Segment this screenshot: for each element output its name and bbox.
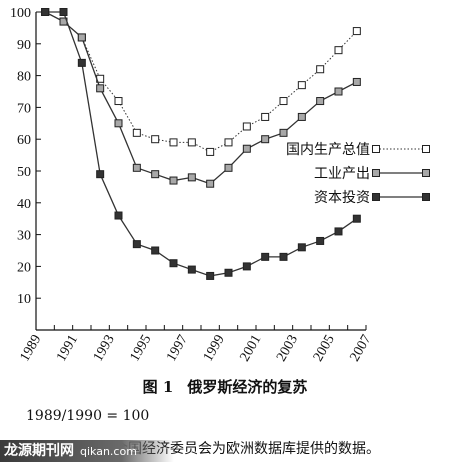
watermark-url: qikan.com [80, 445, 137, 458]
y-tick-label: 60 [17, 133, 31, 148]
data-point [261, 112, 270, 121]
data-point [77, 33, 86, 42]
data-point [224, 268, 233, 277]
data-point [279, 252, 288, 261]
data-point [187, 265, 196, 274]
data-point [316, 97, 325, 106]
legend-marker [372, 193, 380, 201]
x-tick-label: 1997 [164, 333, 191, 365]
data-point [261, 135, 270, 144]
index-note: 1989/1990 = 100 [26, 408, 150, 424]
data-point [96, 170, 105, 179]
data-point [59, 8, 68, 16]
data-point [242, 122, 251, 131]
data-point [334, 87, 343, 96]
data-point [352, 214, 361, 223]
y-tick-label: 70 [17, 101, 31, 116]
data-point [261, 252, 270, 261]
data-point [187, 173, 196, 182]
data-point [316, 65, 325, 74]
legend-label: 工业产出 [314, 166, 370, 182]
data-point [297, 81, 306, 90]
data-point [151, 246, 160, 255]
legend-marker [372, 169, 380, 177]
data-point [352, 77, 361, 86]
y-tick-label: 100 [10, 6, 31, 21]
data-point [132, 240, 141, 249]
figure-number: 图 1 [142, 378, 174, 396]
data-point [206, 179, 215, 188]
data-point [132, 163, 141, 172]
y-tick-label: 40 [17, 197, 31, 212]
legend-label: 资本投资 [314, 190, 370, 206]
data-point [224, 138, 233, 147]
data-point [352, 27, 361, 36]
series-line-1 [44, 11, 358, 153]
data-point [151, 170, 160, 179]
data-point [77, 58, 86, 67]
y-tick-label: 20 [17, 260, 31, 275]
x-tick-label: 2001 [237, 333, 264, 365]
y-tick-label: 10 [17, 292, 31, 307]
legend-marker [422, 145, 430, 153]
x-tick-label: 2005 [311, 333, 338, 365]
data-point [297, 112, 306, 121]
data-point [169, 138, 178, 147]
x-tick-label: 2003 [274, 333, 301, 365]
legend-marker [422, 193, 430, 201]
figure-title: 俄罗斯经济的复苏 [187, 378, 308, 396]
x-tick-label: 1989 [17, 333, 44, 365]
legend-label: 国内生产总值 [286, 142, 370, 158]
chart: 10 20 30 40 50 60 70 80 90 100 1989 1991 1993 1995 199… [10, 6, 430, 365]
data-point [169, 176, 178, 185]
legend-marker [372, 145, 380, 153]
watermark-text: 龙源期刊网 [4, 443, 74, 459]
x-tick-label: 1991 [54, 333, 81, 365]
data-point [242, 262, 251, 271]
data-point [169, 259, 178, 268]
y-tick-label: 30 [17, 229, 31, 244]
data-point [206, 271, 215, 280]
data-point [224, 163, 233, 172]
data-point [279, 97, 288, 106]
x-tick-label: 1995 [127, 333, 154, 365]
figure-caption: 图 1 俄罗斯经济的复苏 [0, 376, 450, 397]
data-point [114, 211, 123, 220]
data-point [114, 97, 123, 106]
x-tick-label: 1999 [201, 333, 228, 365]
data-point [334, 227, 343, 236]
data-point [132, 128, 141, 137]
data-point [96, 84, 105, 93]
data-point [316, 236, 325, 245]
data-point [151, 135, 160, 144]
x-tick-label: 2007 [347, 333, 374, 365]
y-tick-label: 90 [17, 38, 31, 53]
x-tick-label: 1993 [91, 333, 118, 365]
data-point [242, 144, 251, 153]
data-point [206, 147, 215, 156]
data-point [334, 46, 343, 55]
data-point [187, 138, 196, 147]
data-point [114, 119, 123, 128]
watermark: 龙源期刊网 qikan.com [0, 440, 174, 462]
legend-marker [422, 169, 430, 177]
data-point [279, 128, 288, 137]
y-tick-label: 80 [17, 70, 31, 85]
data-point [297, 243, 306, 252]
data-point [41, 8, 50, 16]
y-tick-label: 50 [17, 165, 31, 180]
